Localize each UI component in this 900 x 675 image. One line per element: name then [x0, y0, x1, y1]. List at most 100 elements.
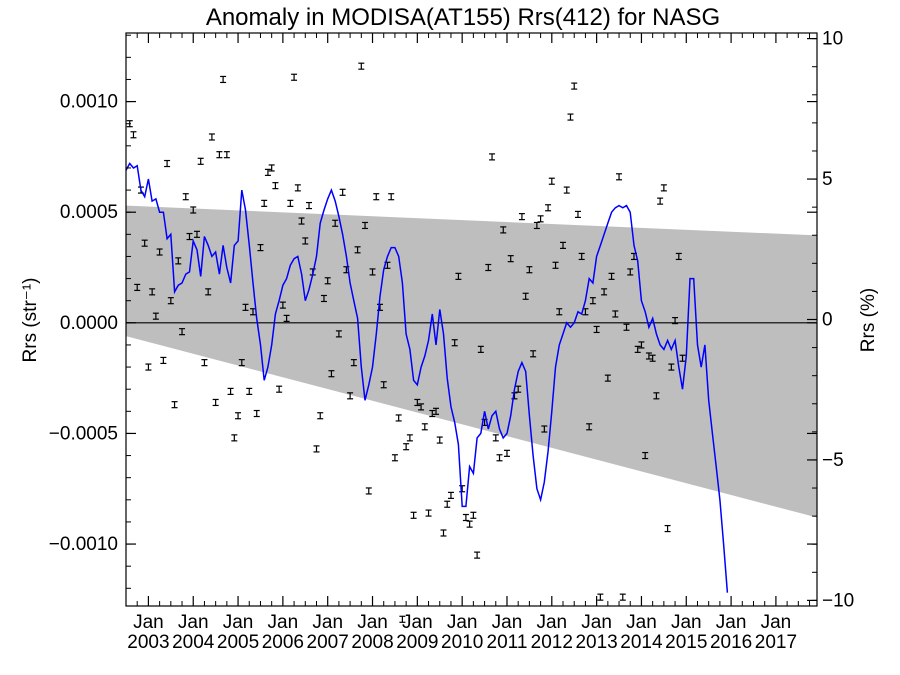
x-tick-label-year: 2009 [396, 632, 438, 653]
errorbar-point [414, 398, 421, 407]
chart-title: Anomaly in MODISA(AT155) Rrs(412) for NA… [206, 4, 720, 31]
errorbar-point [664, 524, 671, 533]
x-tick-label-month: Jan [357, 612, 388, 633]
errorbar-points-series [126, 62, 686, 623]
errorbar-point [347, 392, 354, 400]
x-tick-label-month: Jan [492, 612, 523, 633]
errorbar-point [227, 387, 234, 396]
errorbar-point [608, 272, 615, 280]
x-tick-label-month: Jan [761, 612, 792, 633]
errorbar-point [193, 230, 200, 238]
errorbar-point [380, 381, 387, 389]
errorbar-point [459, 485, 466, 493]
errorbar-point [642, 451, 649, 460]
errorbar-point [339, 188, 346, 196]
x-tick-label-year: 2007 [307, 632, 349, 653]
errorbar-point [406, 434, 413, 442]
errorbar-point [179, 328, 186, 336]
errorbar-point [447, 491, 454, 499]
errorbar-point [272, 182, 279, 190]
errorbar-point [171, 401, 178, 409]
x-tick-label-year: 2006 [262, 632, 304, 653]
errorbar-point [261, 199, 268, 207]
y2-tick-label: 10 [822, 29, 843, 50]
errorbar-point [160, 356, 167, 365]
errorbar-point [208, 133, 215, 141]
errorbar-point [313, 445, 320, 453]
errorbar-point [134, 283, 141, 292]
errorbar-point [220, 75, 227, 84]
errorbar-point [634, 345, 641, 353]
errorbar-point [391, 454, 398, 462]
errorbar-point [388, 193, 395, 201]
errorbar-point [268, 164, 275, 172]
errorbar-point [418, 403, 425, 411]
band-area [126, 205, 817, 518]
errorbar-point [645, 352, 652, 360]
errorbar-point [302, 237, 309, 245]
errorbar-point [571, 82, 578, 90]
x-tick-label-month: Jan [626, 612, 657, 633]
errorbar-point [145, 363, 152, 371]
errorbar-point [279, 301, 286, 309]
errorbar-point [235, 412, 242, 420]
errorbar-point [216, 151, 223, 159]
y-tick-label: −0.0005 [49, 423, 118, 444]
errorbar-point [149, 288, 156, 296]
x-tick-label-year: 2012 [531, 632, 573, 653]
errorbar-point [612, 310, 619, 318]
errorbar-point [242, 303, 249, 311]
x-tick-label-month: Jan [178, 612, 209, 633]
errorbar-point [470, 511, 477, 519]
errorbar-point [604, 374, 611, 382]
y2-tick-label: 5 [822, 169, 833, 190]
x-tick-label-year: 2014 [620, 632, 663, 653]
errorbar-point [231, 434, 238, 442]
errorbar-point [410, 511, 417, 519]
errorbar-point [533, 221, 540, 230]
errorbar-point [283, 314, 290, 322]
errorbar-point [436, 436, 443, 444]
errorbar-point [369, 268, 376, 276]
anomaly-line-series [125, 162, 729, 593]
errorbar-point [365, 487, 372, 495]
errorbar-point [440, 529, 447, 537]
errorbar-point [246, 387, 253, 396]
x-tick-label-month: Jan [536, 612, 567, 633]
errorbar-point [156, 248, 163, 256]
x-tick-label-month: Jan [581, 612, 612, 633]
errorbar-point [350, 359, 357, 367]
errorbar-point [675, 252, 682, 261]
errorbar-point [433, 407, 440, 415]
x-tick-label-month: Jan [312, 612, 343, 633]
errorbar-point [496, 454, 503, 462]
x-tick-label-year: 2015 [665, 632, 707, 653]
errorbar-point [649, 354, 656, 362]
x-tick-label-year: 2011 [487, 632, 528, 653]
errorbar-point [197, 157, 204, 165]
errorbar-point [190, 206, 197, 214]
x-tick-label-month: Jan [223, 612, 254, 633]
errorbar-point [653, 392, 660, 400]
errorbar-point [152, 312, 159, 320]
x-tick-label-year: 2003 [127, 632, 169, 653]
errorbar-point [276, 385, 283, 393]
errorbar-point [324, 277, 331, 285]
errorbar-point [444, 500, 451, 508]
errorbar-point [332, 219, 339, 227]
x-tick-label-month: Jan [671, 612, 702, 633]
errorbar-point [421, 423, 428, 431]
errorbar-point [515, 385, 522, 393]
errorbar-point [451, 339, 458, 347]
x-tick-label-month: Jan [716, 612, 747, 633]
x-tick-label-month: Jan [402, 612, 433, 633]
errorbar-point [668, 363, 675, 371]
errorbar-point [574, 210, 581, 219]
errorbar-point [556, 308, 563, 316]
errorbar-point [175, 257, 182, 265]
errorbar-point [530, 350, 537, 358]
errorbar-point [164, 159, 171, 168]
errorbar-point [399, 615, 406, 623]
x-tick-label-year: 2004 [172, 632, 215, 653]
